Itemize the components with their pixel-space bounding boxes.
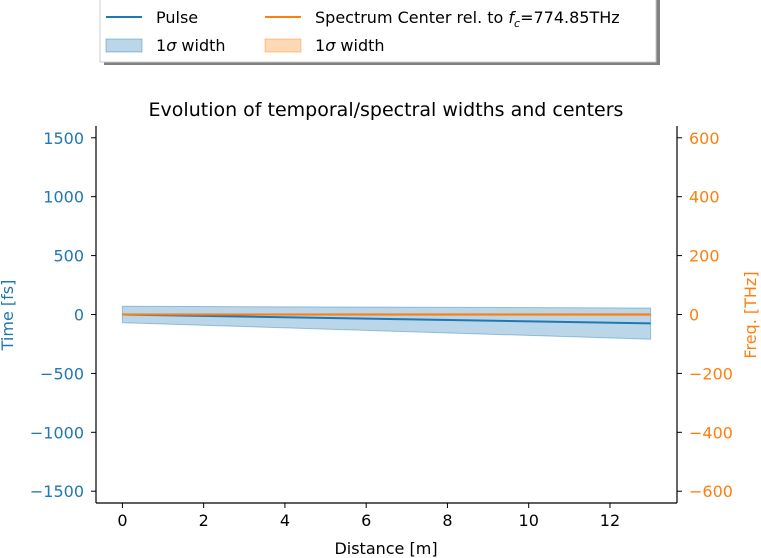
y-right-tick-label: 400 <box>689 188 720 207</box>
legend-label: 1σ width <box>315 36 385 55</box>
y-axis-right: −600 −400 −200 0 200 400 600 <box>677 129 733 501</box>
legend-handle-band <box>105 38 143 53</box>
legend-label: 1σ width <box>156 36 226 55</box>
legend-box <box>99 0 657 63</box>
x-tick-label: 4 <box>280 511 290 530</box>
x-tick-label: 8 <box>442 511 452 530</box>
legend-label: Pulse <box>156 8 198 27</box>
x-tick-label: 0 <box>117 511 127 530</box>
series-line-pulse <box>122 313 651 325</box>
y-left-tick-label: 1000 <box>43 188 84 207</box>
y-left-tick-label: −1500 <box>30 482 84 501</box>
legend-handle-band <box>264 38 302 53</box>
y-right-tick-label: 0 <box>689 306 699 325</box>
y-left-tick-label: −500 <box>40 364 84 383</box>
x-tick-label: 6 <box>361 511 371 530</box>
chart-title: Evolution of temporal/spectral widths an… <box>149 99 624 121</box>
x-tick-label: 12 <box>600 511 620 530</box>
y-right-tick-label: 600 <box>689 129 720 148</box>
y-axis-left: −1500 −1000 −500 0 500 1000 1500 <box>30 129 96 501</box>
x-axis-label: Distance [m] <box>334 539 437 558</box>
legend: Pulse Spectrum Center rel. to fc=774.85TH… <box>99 0 660 65</box>
plot-area <box>95 126 678 504</box>
y-left-tick-label: 0 <box>74 306 84 325</box>
y-right-tick-label: −400 <box>689 423 733 442</box>
y-right-tick-label: 200 <box>689 247 720 266</box>
legend-label: Spectrum Center rel. to fc=774.85THz <box>315 8 620 30</box>
x-tick-label: 2 <box>199 511 209 530</box>
y-right-tick-label: −600 <box>689 482 733 501</box>
y-left-tick-label: −1000 <box>30 423 84 442</box>
y-left-tick-label: 1500 <box>43 129 84 148</box>
y-axis-right-label: Freq. [THz] <box>741 271 760 358</box>
y-axis-left-label: Time [fs] <box>0 280 17 352</box>
y-right-tick-label: −200 <box>689 364 733 383</box>
x-tick-label: 10 <box>519 511 539 530</box>
y-left-tick-label: 500 <box>53 247 84 266</box>
x-axis: 0 2 4 6 8 10 12 <box>117 503 620 530</box>
